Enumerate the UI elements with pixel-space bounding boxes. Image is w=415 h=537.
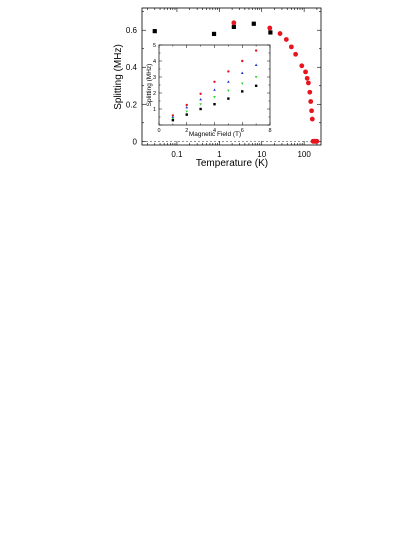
inset-chart: 0 2 4 6 8 1 2 3 4 5 Magnetic Field (T) Splitting … (146, 43, 272, 138)
main-data-point-square (152, 29, 157, 34)
inset-y-tick-label: 3 (153, 75, 156, 81)
x-tick-label: 0.1 (171, 150, 183, 159)
main-data-point-circle (305, 80, 311, 86)
inset-y-tick-label: 4 (153, 59, 156, 65)
inset-data-point-triangle-down (171, 117, 175, 121)
main-data-point-circle (307, 89, 313, 95)
inset-x-tick-label: 8 (268, 128, 271, 134)
inset-x-tick-label: 0 (157, 128, 160, 134)
inset-data-point-circle (199, 92, 202, 96)
inset-x-tick-label: 4 (213, 128, 216, 134)
inset-data-point-triangle (227, 80, 230, 83)
inset-y-tick-label: 2 (153, 91, 156, 97)
inset-data-point-triangle (199, 97, 202, 101)
inset-data-point-circle (171, 114, 175, 117)
y-tick-label: 0 (133, 137, 138, 146)
y-tick-label: 0.6 (126, 26, 138, 35)
inset-y-tick-label: 5 (153, 43, 156, 49)
inset-data-point-square (254, 84, 258, 87)
inset-x-axis-title: Magnetic Field (T) (189, 131, 241, 138)
inset-data-point-triangle-down (199, 103, 202, 106)
main-data-point-circle (267, 25, 273, 31)
main-data-point-circle (303, 69, 308, 75)
y-tick-label: 0.4 (126, 63, 138, 72)
main-data-point-circle (308, 99, 314, 104)
main-data-point-square (211, 31, 217, 37)
inset-data-point-triangle (254, 63, 258, 66)
inset-data-point-triangle (171, 115, 175, 118)
inset-data-point-circle (213, 80, 216, 84)
main-data-point-circle (288, 44, 294, 50)
inset-data-point-triangle (213, 88, 216, 91)
inset-x-tick-label: 2 (185, 128, 188, 134)
main-data-point-circle (231, 20, 237, 26)
x-tick-label: 100 (297, 150, 311, 159)
y-tick-label: 0.2 (126, 100, 138, 109)
inset-data-point-square (185, 113, 188, 116)
main-data-point-circle (299, 63, 305, 69)
main-plot-frame (141, 7, 322, 146)
inset-data-point-triangle (240, 71, 244, 74)
main-data-point-circle (293, 51, 299, 57)
main-data-point-square (251, 21, 256, 26)
inset-data-point-triangle-down (254, 76, 258, 79)
inset-data-point-triangle-down (240, 82, 244, 85)
main-data-point-circle (304, 75, 310, 81)
main-data-point-square (231, 24, 236, 29)
x-tick-label: 1 (217, 150, 222, 159)
inset-data-point-triangle-down (227, 89, 230, 93)
inset-data-point-triangle-down (185, 110, 189, 113)
inset-background (159, 45, 270, 125)
main-x-axis-title: Temperature (K) (196, 158, 268, 169)
inset-x-tick-label: 6 (241, 128, 244, 134)
main-data-point-circle (314, 138, 320, 144)
inset-y-tick-label: 1 (153, 107, 156, 113)
x-tick-label: 10 (257, 150, 266, 159)
inset-data-point-square (171, 119, 175, 122)
inset-data-point-circle (254, 49, 258, 52)
main-data-point-square (268, 30, 273, 35)
inset-data-point-square (213, 103, 216, 106)
main-data-point-circle (283, 37, 289, 42)
main-y-axis-title: Splitting (MHz) (113, 44, 124, 110)
inset-data-point-circle (227, 70, 230, 73)
inset-data-point-triangle (185, 105, 189, 109)
main-data-point-circle (309, 108, 314, 114)
inset-data-point-triangle-down (213, 96, 216, 99)
inset-data-point-square (199, 107, 202, 111)
main-data-point-circle (277, 31, 283, 36)
inset-data-point-circle (185, 103, 188, 107)
inset-data-point-square (241, 90, 244, 93)
inset-data-point-circle (241, 59, 244, 63)
inset-data-point-square (227, 97, 230, 100)
inset-y-axis-title: Splitting (MHz) (146, 64, 153, 107)
main-data-point-circle (309, 116, 315, 122)
